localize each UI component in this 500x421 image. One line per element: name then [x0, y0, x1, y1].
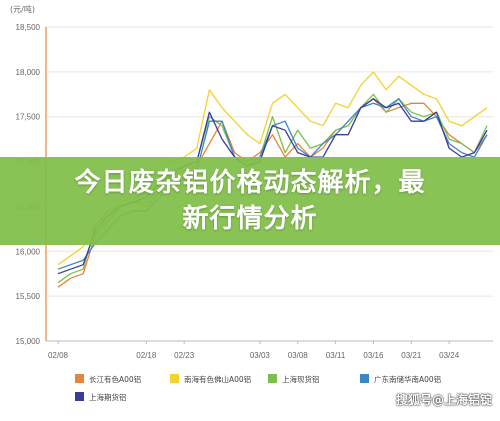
legend-item: 南海有色佛山A00铝 — [170, 374, 251, 384]
y-tick-label: 16,000 — [16, 247, 41, 256]
headline-title: 今日废杂铝价格动态解析，最 新行情分析 — [74, 165, 425, 237]
x-tick-label: 03/08 — [288, 351, 309, 360]
legend-swatch — [170, 374, 179, 383]
legend-label: 上海期货铝 — [89, 392, 127, 402]
x-tick-label: 02/18 — [136, 351, 157, 360]
x-tick-label: 02/08 — [48, 351, 69, 360]
y-tick-label: 18,000 — [16, 68, 41, 77]
x-tick-label: 02/23 — [174, 351, 195, 360]
y-unit-label: (元/吨) — [10, 4, 35, 14]
headline-banner: 今日废杂铝价格动态解析，最 新行情分析 — [0, 157, 500, 245]
x-tick-label: 03/03 — [250, 351, 271, 360]
x-tick-label: 03/24 — [439, 351, 460, 360]
y-tick-label: 17,500 — [16, 113, 41, 122]
legend-item: 上海现货铝 — [268, 374, 320, 384]
legend-label: 上海现货铝 — [282, 374, 320, 384]
legend-swatch — [268, 374, 277, 383]
y-tick-label: 15,500 — [16, 292, 41, 301]
legend-label: 长江有色A00铝 — [89, 374, 141, 384]
x-tick-label: 03/11 — [326, 351, 346, 360]
x-tick-label: 03/16 — [363, 351, 384, 360]
legend-label: 广东南储华南A00铝 — [374, 374, 441, 384]
legend-item: 广东南储华南A00铝 — [360, 374, 441, 384]
legend-item: 上海期货铝 — [75, 392, 127, 402]
headline-line-2: 新行情分析 — [182, 204, 318, 234]
x-tick-label: 03/21 — [401, 351, 422, 360]
legend-label: 南海有色佛山A00铝 — [184, 374, 251, 384]
headline-line-1: 今日废杂铝价格动态解析，最 — [74, 168, 426, 198]
y-tick-label: 18,500 — [16, 23, 41, 32]
y-tick-label: 15,000 — [16, 337, 41, 346]
legend-swatch — [360, 374, 369, 383]
source-watermark: 搜狐号@上海铝锭 — [395, 393, 492, 407]
legend-item: 长江有色A00铝 — [75, 374, 141, 384]
legend-swatch — [75, 374, 84, 383]
legend-swatch — [75, 392, 84, 401]
